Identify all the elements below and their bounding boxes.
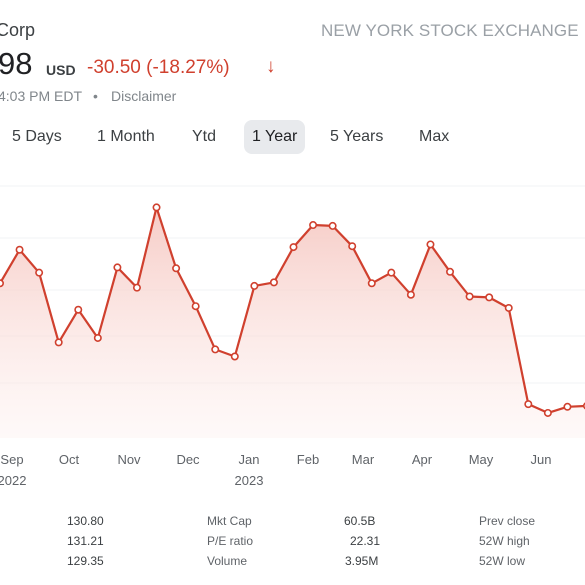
disclaimer-link[interactable]: Disclaimer bbox=[111, 88, 177, 104]
year-label: 2023 bbox=[234, 473, 264, 488]
tab-ytd[interactable]: Ytd bbox=[192, 128, 217, 145]
stat-value-pe-ratio: 22.31 bbox=[350, 534, 381, 548]
x-tick-label: Feb bbox=[296, 452, 320, 467]
stat-value: 129.35 bbox=[67, 554, 104, 568]
data-point bbox=[113, 263, 122, 272]
separator-dot: • bbox=[93, 88, 98, 104]
stat-label-52w-low: 52W low bbox=[479, 554, 526, 568]
data-point bbox=[93, 333, 102, 342]
data-point bbox=[211, 345, 220, 354]
data-point bbox=[406, 290, 415, 299]
x-tick-label: Oct bbox=[58, 452, 80, 467]
data-point bbox=[191, 302, 200, 311]
stat-value: 130.80 bbox=[67, 514, 104, 528]
data-point bbox=[152, 203, 161, 212]
x-tick-label: Jan bbox=[238, 452, 260, 467]
x-tick-label: Sep bbox=[0, 452, 24, 467]
stat-label-prev-close: Prev close bbox=[479, 514, 536, 528]
stat-label-mkt-cap: Mkt Cap bbox=[207, 514, 252, 528]
company-name: Corp bbox=[0, 20, 36, 40]
price-area bbox=[0, 207, 585, 438]
data-point bbox=[563, 402, 572, 411]
data-point bbox=[250, 281, 259, 290]
data-point bbox=[132, 283, 141, 292]
stat-value: 131.21 bbox=[67, 534, 104, 548]
arrow-down-icon: ↓ bbox=[266, 56, 276, 77]
stat-label-pe-ratio: P/E ratio bbox=[207, 534, 254, 548]
data-point bbox=[309, 221, 318, 230]
stat-value-mkt-cap: 60.5B bbox=[344, 514, 376, 528]
x-tick-label: Jun bbox=[530, 452, 552, 467]
tab-1-year[interactable]: 1 Year bbox=[244, 120, 306, 154]
year-label: 2022 bbox=[0, 473, 27, 488]
data-point bbox=[15, 245, 24, 254]
data-point bbox=[524, 400, 533, 409]
x-tick-label: Apr bbox=[411, 452, 433, 467]
data-point bbox=[348, 242, 357, 251]
data-point bbox=[269, 278, 278, 287]
data-point bbox=[426, 240, 435, 249]
data-point bbox=[172, 264, 181, 273]
data-point bbox=[289, 243, 298, 252]
data-point bbox=[485, 293, 494, 302]
tab-max[interactable]: Max bbox=[419, 128, 450, 145]
data-point bbox=[74, 305, 83, 314]
data-point bbox=[35, 268, 44, 277]
data-point bbox=[54, 338, 63, 347]
currency-label: USD bbox=[46, 62, 76, 78]
x-tick-label: Dec bbox=[176, 452, 200, 467]
stat-label-volume: Volume bbox=[207, 554, 248, 568]
timestamp: 4:03 PM EDT bbox=[0, 88, 83, 104]
data-points bbox=[0, 203, 585, 417]
data-point bbox=[465, 292, 474, 301]
price-change: -30.50 (-18.27%) bbox=[87, 57, 230, 78]
data-point bbox=[387, 268, 396, 277]
data-point bbox=[504, 303, 513, 312]
data-point bbox=[446, 267, 455, 276]
data-point bbox=[230, 352, 239, 361]
data-point bbox=[543, 408, 552, 417]
tab-1-month[interactable]: 1 Month bbox=[97, 128, 155, 145]
x-tick-label: Mar bbox=[351, 452, 375, 467]
exchange-name: NEW YORK STOCK EXCHANGE I bbox=[321, 21, 585, 40]
stat-label-52w-high: 52W high bbox=[479, 534, 530, 548]
stat-value-volume: 3.95M bbox=[345, 554, 379, 568]
tab-5-years[interactable]: 5 Years bbox=[330, 128, 384, 145]
x-tick-label: Nov bbox=[117, 452, 141, 467]
price-chart[interactable] bbox=[0, 170, 585, 445]
data-point bbox=[328, 221, 337, 230]
x-tick-label: May bbox=[468, 452, 494, 467]
data-point bbox=[367, 279, 376, 288]
current-price: 98 bbox=[0, 46, 33, 81]
data-point bbox=[0, 279, 4, 288]
tab-5-days[interactable]: 5 Days bbox=[12, 128, 62, 145]
